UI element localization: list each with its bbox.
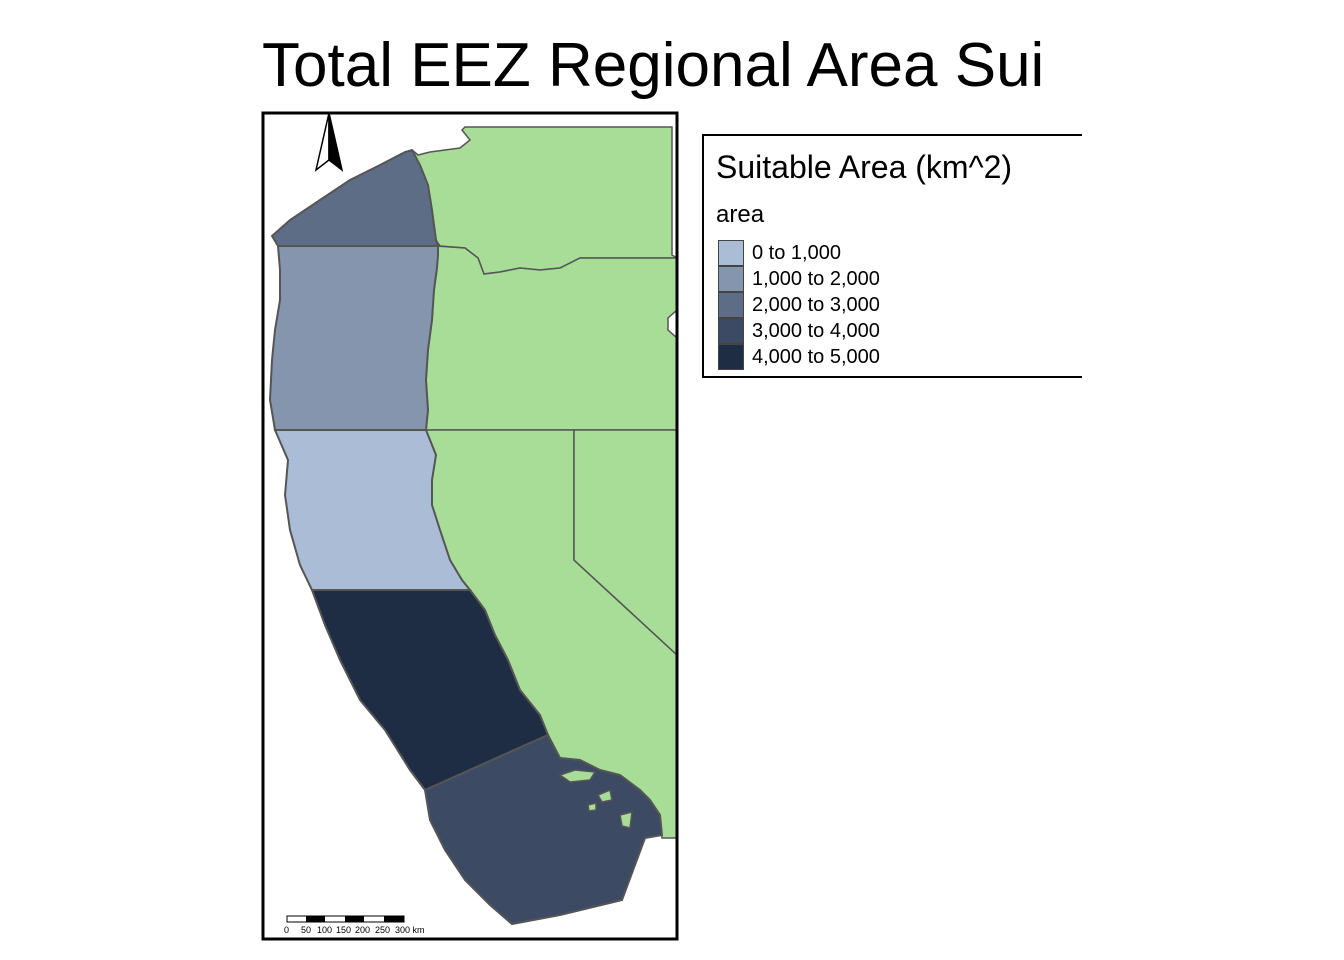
legend-variable: area	[716, 201, 765, 228]
legend-title: Suitable Area (km^2)	[716, 149, 1013, 185]
legend-item: 4,000 to 5,000	[718, 344, 1018, 370]
legend-item: 3,000 to 4,000	[718, 318, 1018, 344]
legend-swatch	[718, 266, 744, 292]
legend-item: 2,000 to 3,000	[718, 292, 1018, 318]
legend: Suitable Area (km^2) area 0 to 1,000 1,0…	[702, 134, 1082, 378]
legend-container: Suitable Area (km^2) area 0 to 1,000 1,0…	[702, 134, 1082, 380]
legend-item: 1,000 to 2,000	[718, 266, 1018, 292]
scale-label: 150	[336, 925, 351, 935]
scale-label: 300 km	[395, 925, 425, 935]
island	[596, 788, 613, 803]
island	[619, 811, 633, 829]
eez-region-southern-california	[423, 733, 664, 926]
legend-swatch	[718, 318, 744, 344]
scale-bar	[286, 915, 405, 923]
island	[558, 769, 597, 783]
legend-label: 3,000 to 4,000	[752, 320, 880, 342]
legend-label: 2,000 to 3,000	[752, 294, 880, 316]
land-nevada	[573, 429, 677, 657]
scale-label: 100	[317, 925, 332, 935]
scale-label: 0	[284, 925, 289, 935]
page-title: Total EEZ Regional Area Sui	[262, 31, 1045, 100]
scale-label: 50	[301, 925, 311, 935]
scale-label: 200	[355, 925, 370, 935]
land-oregon	[425, 245, 677, 431]
scale-label: 250	[375, 925, 390, 935]
map-frame	[261, 111, 679, 941]
eez-region-central-california	[273, 429, 473, 591]
island	[587, 802, 597, 812]
title-container: Total EEZ Regional Area Sui	[262, 30, 1082, 110]
legend-swatch	[718, 292, 744, 318]
legend-item: 0 to 1,000	[718, 240, 1018, 266]
legend-label: 1,000 to 2,000	[752, 268, 880, 290]
eez-region-oregon	[268, 245, 439, 431]
legend-label: 4,000 to 5,000	[752, 346, 880, 368]
legend-swatch	[718, 344, 744, 370]
legend-swatch	[718, 240, 744, 266]
north-arrow-icon	[314, 112, 344, 172]
legend-label: 0 to 1,000	[752, 242, 841, 264]
